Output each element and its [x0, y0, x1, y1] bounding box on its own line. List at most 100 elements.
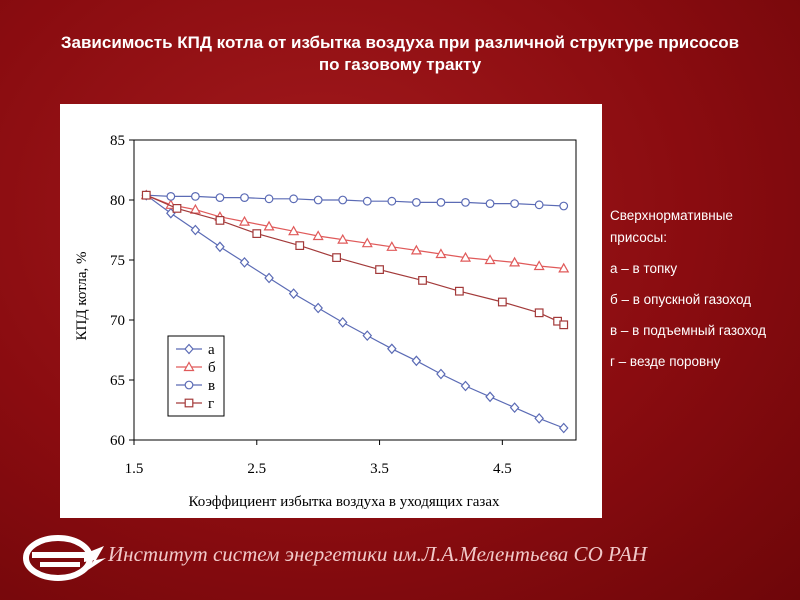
data-point [190, 224, 201, 236]
x-tick-label: 2.5 [247, 461, 266, 477]
notes-heading: Сверхнормативные присосы: [610, 208, 733, 245]
data-point [461, 197, 470, 207]
legend-marker [184, 380, 194, 390]
data-point [485, 391, 495, 403]
data-point [387, 343, 397, 355]
x-tick-label: 1.5 [125, 461, 144, 477]
data-point [509, 256, 521, 267]
data-point [533, 260, 545, 271]
data-point [509, 402, 520, 414]
y-tick-label: 70 [110, 313, 125, 329]
legend-label: а [208, 342, 215, 358]
legend-marker [183, 361, 195, 372]
data-point [362, 196, 372, 206]
institute-name: Институт систем энергетики им.Л.А.Мелент… [108, 542, 647, 566]
footer: Институт систем энергетики им.Л.А.Мелент… [0, 528, 800, 588]
data-point [312, 230, 324, 241]
data-point [497, 297, 507, 307]
series-line [146, 194, 564, 269]
series-line [145, 194, 564, 429]
data-point [215, 241, 225, 253]
legend-label: г [208, 396, 214, 412]
data-point [411, 197, 421, 207]
legend-entry: б [176, 360, 216, 376]
data-point [289, 194, 299, 204]
series-2 [140, 189, 570, 273]
data-point [141, 190, 151, 200]
data-point [332, 253, 341, 263]
data-point [418, 276, 427, 285]
notes-panel: Сверхнормативные присосы: а – в топку б … [610, 205, 790, 382]
y-axis-label: КПД котла, % [74, 252, 90, 341]
data-point [264, 194, 274, 204]
series-4 [141, 190, 569, 330]
institute-logo-icon [23, 535, 106, 581]
legend-marker [184, 398, 194, 408]
legend-entry: в [176, 378, 215, 394]
data-point [436, 368, 446, 380]
data-point [238, 215, 251, 226]
data-point [190, 191, 200, 201]
note-item-g: г – везде поровну [610, 354, 721, 369]
data-point [558, 262, 570, 273]
data-point [534, 200, 544, 210]
data-point [484, 254, 496, 265]
data-point [435, 248, 447, 259]
data-point [264, 272, 274, 284]
series-line [146, 194, 564, 207]
data-point [460, 380, 471, 392]
series-3 [141, 190, 569, 211]
legend-label: в [208, 378, 215, 394]
data-point [313, 302, 323, 314]
legend-entry: г [176, 396, 214, 412]
note-item-v: в – в подъемный газоход [610, 323, 766, 338]
data-point [485, 199, 495, 208]
data-point [510, 199, 520, 208]
y-tick-label: 60 [110, 433, 125, 449]
data-point [263, 220, 275, 231]
slide-title-line-1: Зависимость КПД котла от избытка воздуха… [60, 33, 740, 52]
plot-frame [133, 139, 577, 441]
data-point [375, 265, 384, 275]
data-point [252, 229, 262, 239]
slide-title: Зависимость КПД котла от избытка воздуха… [20, 32, 780, 76]
data-point [454, 286, 464, 296]
data-point [559, 320, 569, 330]
data-point [172, 203, 182, 213]
data-point [215, 215, 225, 225]
data-point [386, 241, 398, 251]
note-item-b: б – в опускной газоход [610, 292, 752, 307]
y-tick-label: 85 [110, 133, 125, 149]
x-axis-label: Коэффициент избытка воздуха в уходящих г… [189, 494, 500, 510]
y-tick-label: 80 [110, 193, 125, 209]
data-point [240, 193, 249, 202]
data-point [166, 191, 176, 201]
data-point [362, 330, 373, 342]
note-item-a: а – в топку [610, 261, 678, 276]
slide-title-line-2: по газовому тракту [318, 55, 482, 74]
y-tick-label: 75 [110, 253, 125, 269]
data-point [295, 241, 305, 251]
data-point [337, 316, 348, 328]
data-point [239, 256, 250, 268]
data-point [313, 195, 323, 205]
data-point [288, 225, 300, 236]
data-point [534, 412, 544, 424]
data-point [337, 233, 349, 244]
data-point [288, 288, 299, 300]
data-point [215, 193, 225, 202]
data-point [361, 237, 373, 248]
y-tick-label: 65 [110, 373, 125, 389]
legend-marker [184, 343, 194, 355]
legend-entry: а [176, 342, 215, 358]
data-point [387, 196, 397, 206]
data-point [459, 251, 472, 262]
legend-box [167, 335, 225, 417]
data-point [436, 197, 446, 207]
data-point [534, 308, 544, 318]
data-point [559, 201, 569, 211]
legend-label: б [208, 360, 216, 376]
data-point [410, 244, 422, 255]
